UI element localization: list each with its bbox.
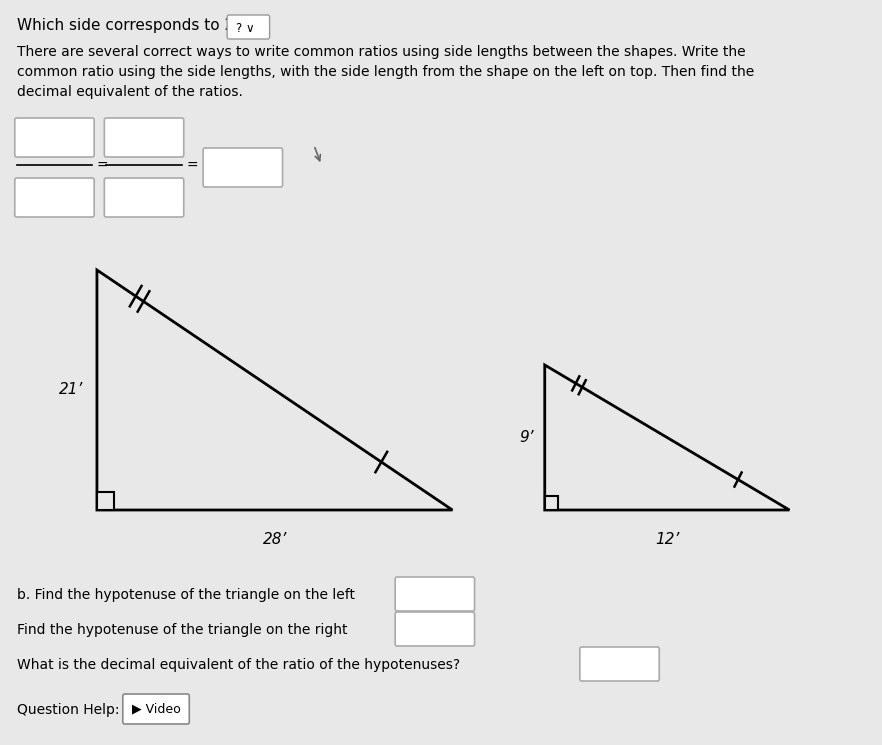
FancyBboxPatch shape (395, 612, 475, 646)
Text: 9’: 9’ (519, 430, 534, 445)
Text: 12’: 12’ (655, 532, 679, 547)
Text: ▶ Video: ▶ Video (131, 703, 181, 715)
FancyBboxPatch shape (203, 148, 282, 187)
Bar (545, 496, 557, 510)
Text: =: = (97, 159, 108, 173)
FancyBboxPatch shape (15, 118, 94, 157)
Text: ? ∨: ? ∨ (236, 22, 255, 34)
Text: =: = (186, 159, 198, 173)
FancyBboxPatch shape (228, 15, 270, 39)
FancyBboxPatch shape (104, 178, 183, 217)
Text: Which side corresponds to 28?: Which side corresponds to 28? (17, 18, 251, 33)
FancyBboxPatch shape (104, 118, 183, 157)
Text: What is the decimal equivalent of the ratio of the hypotenuses?: What is the decimal equivalent of the ra… (17, 658, 460, 672)
Text: 21’: 21’ (59, 382, 83, 398)
FancyBboxPatch shape (15, 178, 94, 217)
Text: 28’: 28’ (263, 532, 287, 547)
FancyBboxPatch shape (123, 694, 190, 724)
FancyBboxPatch shape (395, 577, 475, 611)
Text: There are several correct ways to write common ratios using side lengths between: There are several correct ways to write … (17, 45, 754, 99)
Text: Find the hypotenuse of the triangle on the right: Find the hypotenuse of the triangle on t… (17, 623, 348, 637)
FancyBboxPatch shape (579, 647, 659, 681)
Bar (97, 492, 114, 510)
Text: b. Find the hypotenuse of the triangle on the left: b. Find the hypotenuse of the triangle o… (17, 588, 355, 602)
Text: Question Help:: Question Help: (17, 703, 119, 717)
